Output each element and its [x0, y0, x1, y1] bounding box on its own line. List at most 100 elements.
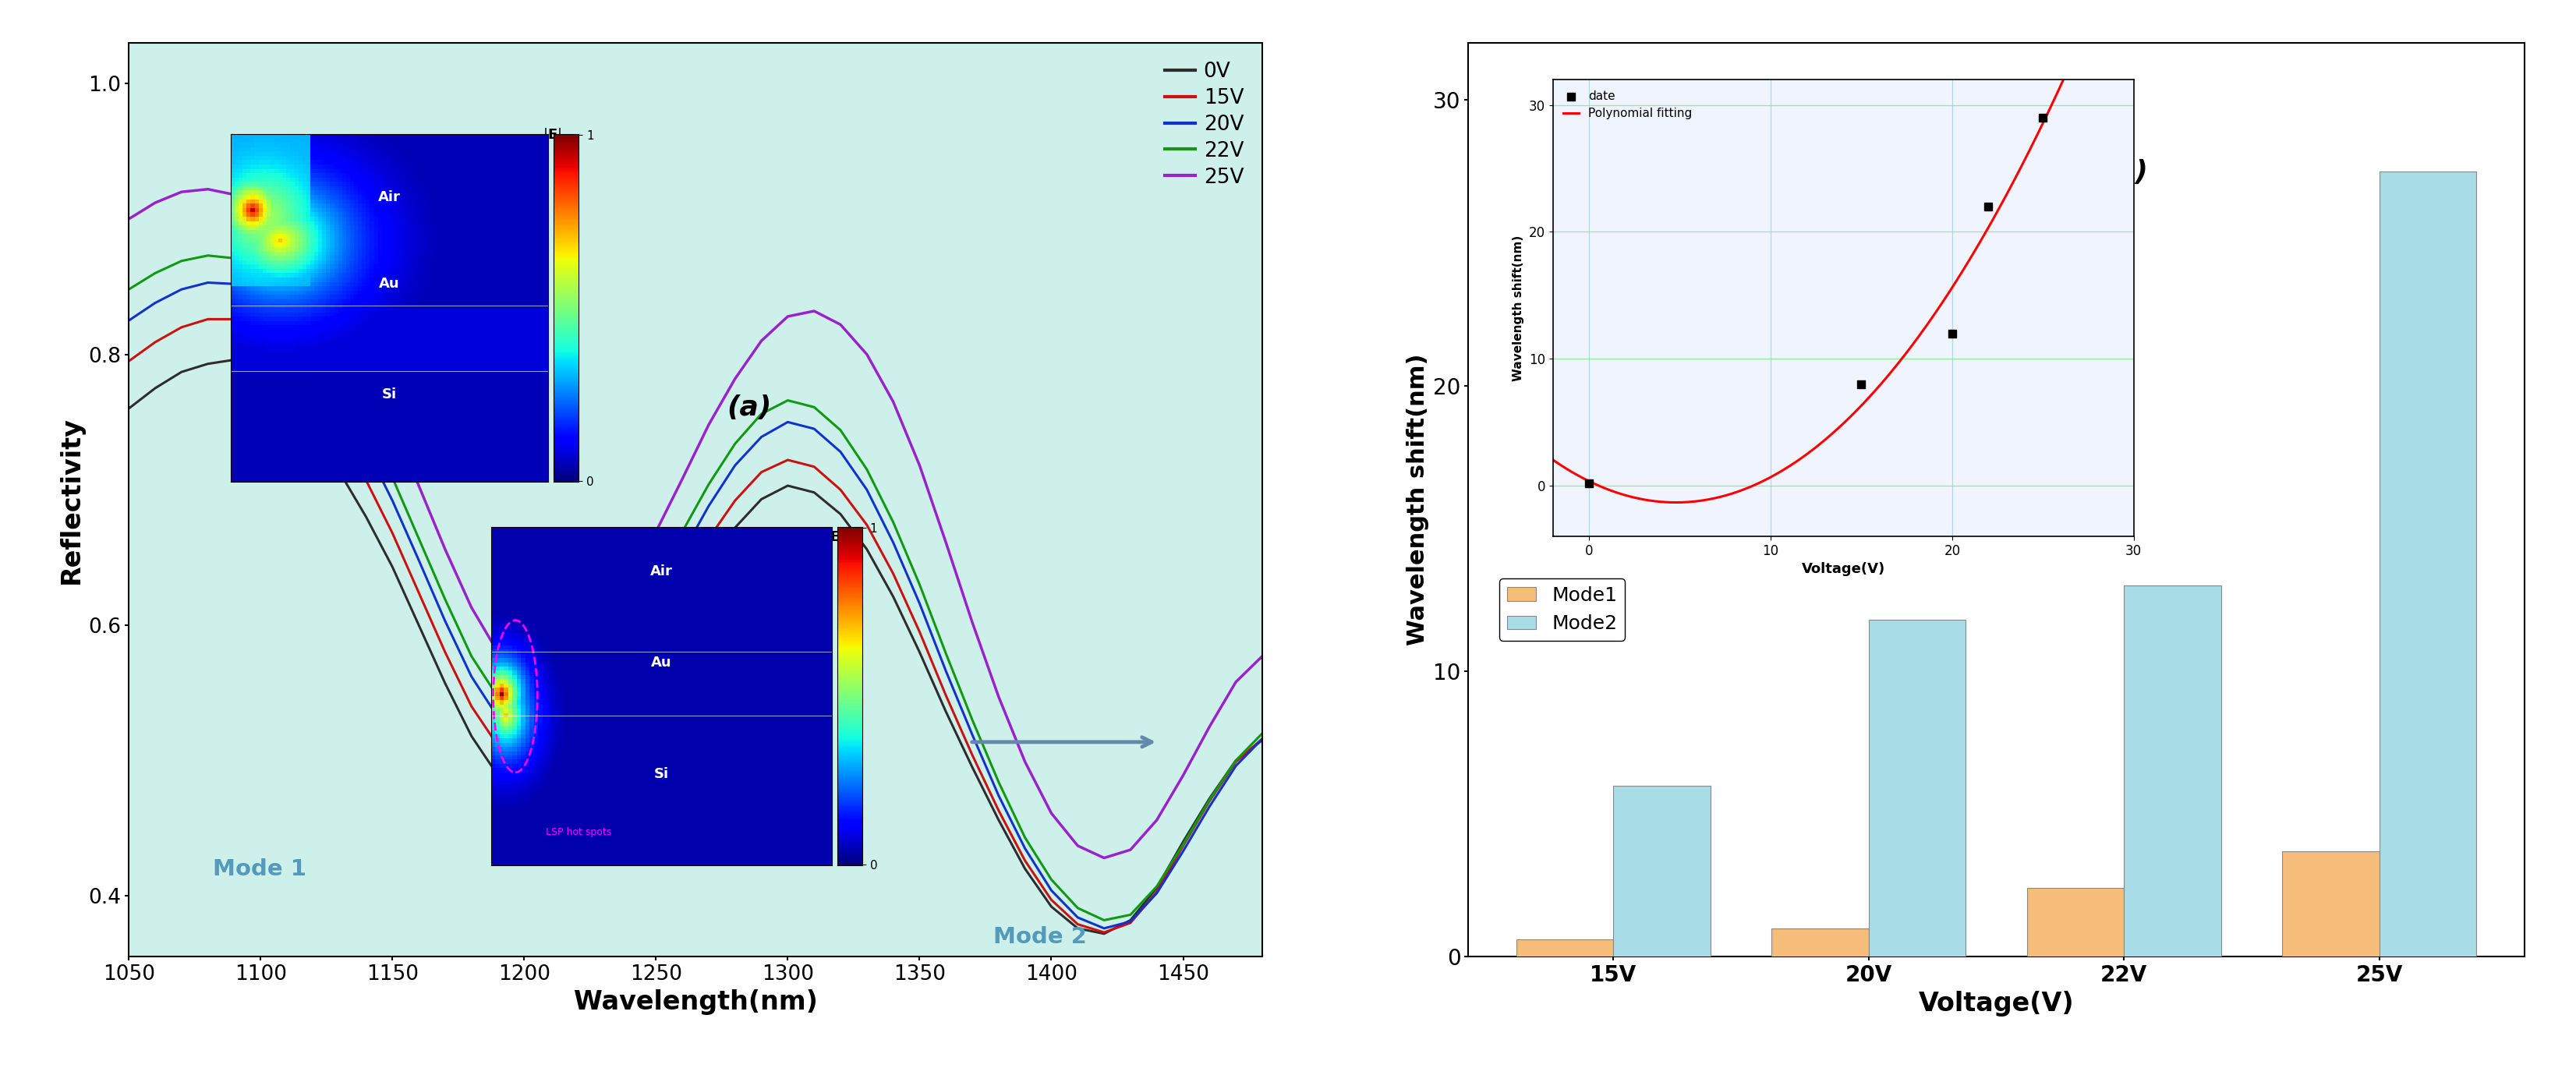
25V — [956, 616, 987, 629]
22V — [613, 621, 644, 634]
0V — [878, 590, 909, 603]
22V — [325, 370, 355, 383]
15V — [587, 712, 618, 725]
25V — [350, 361, 381, 374]
15V — [1247, 732, 1278, 745]
25V — [430, 543, 461, 556]
20V — [1036, 884, 1066, 897]
25V — [1167, 769, 1198, 782]
20V — [350, 442, 381, 455]
22V — [747, 407, 778, 420]
15V — [299, 387, 330, 400]
22V — [430, 593, 461, 606]
25V — [1010, 756, 1041, 769]
15V — [219, 313, 250, 326]
0V — [482, 769, 513, 782]
25V — [1221, 675, 1252, 688]
22V — [536, 714, 567, 727]
0V — [245, 364, 276, 377]
15V — [1010, 855, 1041, 868]
22V — [853, 463, 884, 476]
0V — [1195, 792, 1226, 805]
22V — [219, 252, 250, 264]
20V — [1167, 845, 1198, 858]
25V — [773, 310, 804, 322]
15V — [1061, 918, 1092, 931]
0V — [1141, 882, 1172, 894]
25V — [1115, 844, 1146, 857]
22V — [799, 401, 829, 414]
15V — [1167, 840, 1198, 852]
20V — [430, 615, 461, 628]
25V — [853, 348, 884, 361]
25V — [245, 203, 276, 216]
20V — [325, 393, 355, 406]
20V — [667, 547, 698, 560]
22V — [641, 575, 672, 588]
Text: Mode 2: Mode 2 — [994, 926, 1087, 948]
22V — [165, 255, 196, 268]
15V — [984, 804, 1015, 817]
Bar — [2282, 851, 2380, 957]
25V — [219, 188, 250, 201]
0V — [956, 761, 987, 774]
Y-axis label: Reflectivity: Reflectivity — [59, 416, 85, 584]
15V — [1141, 886, 1172, 899]
25V — [139, 197, 170, 210]
0V — [587, 740, 618, 752]
20V — [1090, 922, 1121, 935]
22V — [693, 478, 724, 491]
X-axis label: Voltage(V): Voltage(V) — [1919, 990, 2074, 1016]
25V — [1195, 720, 1226, 733]
25V — [113, 213, 144, 226]
15V — [719, 495, 750, 507]
20V — [930, 664, 961, 677]
20V — [773, 416, 804, 429]
15V — [799, 460, 829, 473]
0V — [430, 677, 461, 690]
0V — [1010, 862, 1041, 875]
22V — [482, 690, 513, 703]
Legend: 0V, 15V, 20V, 22V, 25V: 0V, 15V, 20V, 22V, 25V — [1157, 54, 1252, 196]
25V — [587, 618, 618, 631]
0V — [641, 654, 672, 666]
25V — [878, 396, 909, 408]
15V — [404, 586, 435, 599]
0V — [165, 366, 196, 378]
25V — [456, 601, 487, 614]
20V — [693, 500, 724, 513]
15V — [507, 763, 538, 776]
20V — [507, 734, 538, 747]
15V — [562, 742, 592, 755]
15V — [165, 320, 196, 333]
20V — [1221, 759, 1252, 772]
22V — [824, 424, 855, 436]
15V — [956, 748, 987, 761]
0V — [799, 486, 829, 499]
15V — [853, 518, 884, 531]
Line: 22V: 22V — [129, 256, 1262, 920]
22V — [404, 532, 435, 545]
Y-axis label: Wavelength shift(nm): Wavelength shift(nm) — [1406, 354, 1430, 646]
25V — [747, 334, 778, 347]
20V — [904, 597, 935, 610]
25V — [799, 304, 829, 317]
22V — [878, 516, 909, 529]
20V — [1247, 732, 1278, 745]
20V — [1141, 887, 1172, 900]
15V — [325, 428, 355, 441]
22V — [193, 249, 224, 262]
22V — [1221, 754, 1252, 766]
20V — [165, 283, 196, 296]
Text: (a): (a) — [726, 395, 773, 420]
20V — [613, 642, 644, 655]
25V — [824, 318, 855, 331]
22V — [984, 776, 1015, 789]
Line: 25V: 25V — [129, 189, 1262, 858]
15V — [376, 527, 407, 540]
22V — [245, 264, 276, 277]
15V — [667, 578, 698, 591]
Bar — [1613, 786, 1710, 957]
25V — [1036, 807, 1066, 820]
15V — [1195, 794, 1226, 807]
